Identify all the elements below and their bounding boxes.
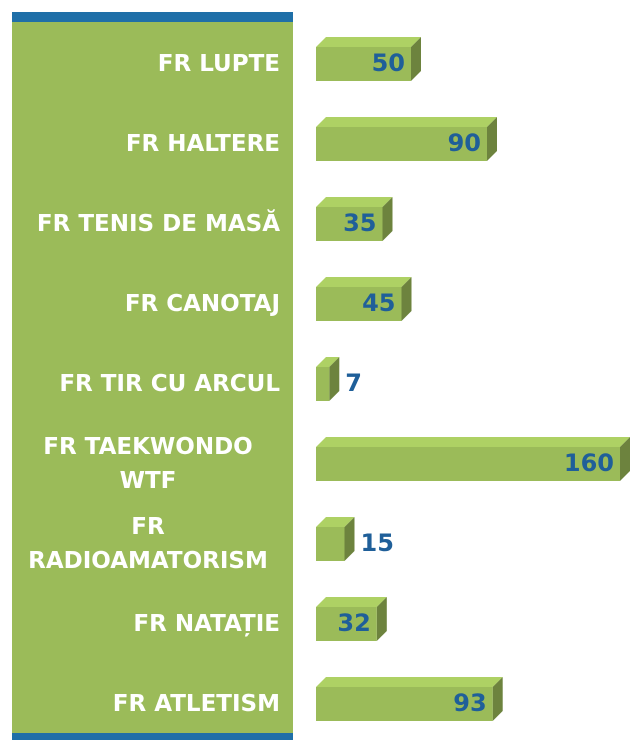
- bar-top: [316, 597, 387, 607]
- category-label: FR ATLETISM: [112, 691, 280, 717]
- category-label: FR NATAȚIE: [133, 611, 280, 637]
- bar: [316, 607, 377, 641]
- bar: [316, 687, 493, 721]
- panel-bottom-strip: [12, 733, 293, 740]
- category-label: FR TENIS DE MASĂ: [36, 211, 280, 237]
- category-label: FR LUPTE: [157, 51, 280, 77]
- bar-side: [411, 37, 421, 81]
- bar: [316, 207, 383, 241]
- category-label: FR RADIOAMATORISM: [28, 514, 268, 574]
- bar-side: [401, 277, 412, 321]
- bar-top: [316, 37, 421, 47]
- value-label: 35: [343, 209, 376, 237]
- bar: [316, 367, 330, 401]
- value-label: 32: [337, 609, 370, 637]
- value-label: 160: [564, 449, 614, 477]
- bar-top: [316, 437, 630, 447]
- bar: [316, 447, 620, 481]
- bar-top: [316, 197, 393, 207]
- bar: [316, 287, 402, 321]
- category-label: FR HALTERE: [125, 131, 280, 157]
- panel-top-strip: [12, 12, 293, 22]
- label-panel: [12, 12, 293, 740]
- bar-side: [329, 357, 340, 401]
- bar-top: [316, 677, 503, 687]
- bar-side: [487, 117, 497, 161]
- bar-top: [316, 357, 340, 367]
- category-label: FR CANOTAJ: [124, 291, 280, 317]
- bar-side: [620, 437, 630, 481]
- bar-top: [316, 517, 355, 527]
- bar-side: [382, 197, 393, 241]
- value-label: 15: [361, 529, 394, 557]
- bar-top: [316, 117, 497, 127]
- value-label: 7: [345, 369, 362, 397]
- bar: [316, 47, 411, 81]
- bar-side: [344, 517, 355, 561]
- bar: [316, 527, 345, 561]
- value-label: 45: [362, 289, 395, 317]
- bar-side: [376, 597, 387, 641]
- value-label: 50: [372, 49, 405, 77]
- bar: [316, 127, 487, 161]
- value-label: 90: [448, 129, 481, 157]
- category-label: FR TAEKWONDO WTF: [43, 434, 253, 494]
- value-label: 93: [453, 689, 486, 717]
- category-label: FR TIR CU ARCUL: [59, 371, 280, 397]
- bar-top: [316, 277, 412, 287]
- bar-side: [492, 677, 503, 721]
